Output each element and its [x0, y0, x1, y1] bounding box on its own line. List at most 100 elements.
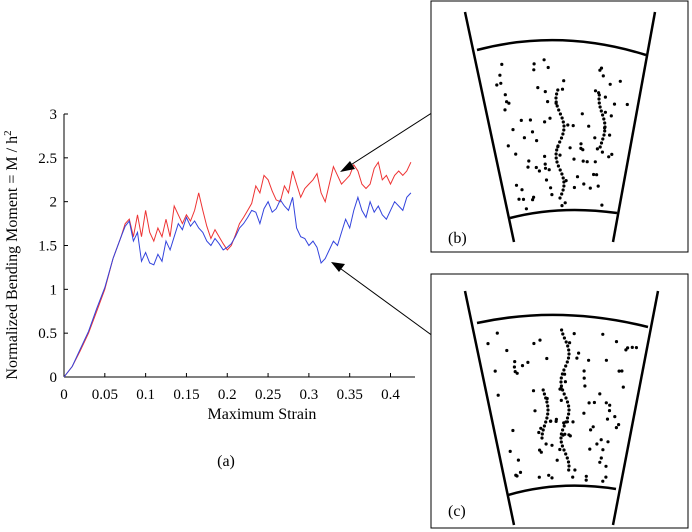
particle-dot — [608, 133, 612, 137]
particle-dot — [559, 432, 564, 436]
y-tick-label: 0.5 — [38, 326, 57, 342]
arrow-head-b — [340, 161, 355, 172]
particle-dot — [514, 152, 518, 156]
particle-dot — [503, 93, 507, 97]
x-tick-label: 0.2 — [218, 387, 237, 403]
particle-dot — [575, 356, 579, 360]
particle-dot — [562, 184, 566, 188]
particle-dot — [593, 136, 597, 140]
particle-dot — [599, 141, 604, 145]
particle-dot — [572, 332, 576, 336]
particle-dot — [496, 393, 500, 397]
x-tick-label: 0.15 — [173, 387, 199, 403]
particle-dot — [543, 154, 547, 158]
series-line-blue — [63, 192, 412, 378]
particle-dot — [555, 148, 559, 152]
particle-dot — [617, 369, 621, 373]
particle-dot — [511, 128, 515, 132]
particle-dot — [545, 416, 549, 420]
particle-dot — [562, 392, 566, 396]
particle-dot — [582, 376, 586, 380]
particle-dot — [562, 424, 566, 428]
particle-dot — [547, 168, 551, 172]
y-axis-title: Normalized Bending Moment = M / h2 — [2, 130, 21, 379]
particle-dot — [587, 401, 591, 405]
particle-dot — [562, 180, 566, 184]
particle-dot — [571, 124, 575, 128]
particle-dot — [564, 364, 568, 368]
particle-dot — [618, 79, 622, 83]
particle-dot — [568, 341, 572, 345]
particle-dot — [583, 384, 587, 388]
particle-dot — [505, 100, 509, 104]
particle-dot — [505, 348, 509, 353]
particle-dot — [518, 470, 523, 474]
particle-dot — [599, 438, 603, 442]
arrow-head-c — [331, 262, 345, 272]
particle-dot — [604, 401, 608, 405]
series-line-red — [63, 160, 412, 378]
particle-dot — [532, 195, 536, 199]
x-tick-label: 0 — [60, 387, 68, 403]
particle-dot — [547, 473, 551, 477]
particle-dot — [516, 458, 521, 462]
particle-dot — [521, 197, 526, 201]
particle-dot — [537, 169, 542, 173]
particle-dot — [493, 369, 497, 373]
particle-dot — [554, 100, 558, 104]
particle-dot — [522, 136, 527, 140]
particle-dot — [577, 351, 581, 355]
particle-dot — [584, 478, 588, 482]
particle-dot — [544, 442, 548, 446]
particle-dot — [624, 348, 628, 352]
particle-dot — [621, 385, 625, 389]
particle-dot — [604, 358, 609, 362]
particle-dot — [554, 419, 558, 423]
particle-dot — [571, 420, 575, 424]
particle-dot — [604, 464, 608, 468]
particle-dot — [565, 456, 569, 460]
particle-dot — [608, 82, 612, 86]
particle-dot — [620, 369, 624, 373]
particle-dot — [511, 428, 515, 433]
y-tick-label: 2 — [50, 195, 58, 211]
particle-dot — [567, 412, 571, 416]
particle-dot — [564, 420, 568, 424]
particle-dot — [567, 404, 571, 408]
particle-dot — [602, 117, 606, 121]
particle-dot — [575, 175, 580, 179]
particle-dot — [554, 96, 558, 100]
particle-dot — [517, 197, 521, 201]
particle-dot — [562, 128, 566, 132]
particle-dot — [603, 110, 608, 114]
particle-dot — [514, 473, 518, 477]
particle-dot — [566, 344, 570, 348]
particle-dot — [560, 116, 564, 120]
particle-dot — [592, 400, 597, 405]
particle-dot — [566, 123, 570, 127]
particle-dot — [556, 164, 561, 168]
particle-dot — [567, 433, 571, 437]
particle-dot — [543, 120, 547, 124]
particle-dot — [563, 201, 567, 205]
particle-dot — [550, 476, 554, 480]
particle-dot — [572, 157, 576, 161]
particle-dot — [587, 124, 591, 128]
tapered-boundary-left — [463, 11, 516, 243]
particle-dot — [532, 62, 536, 66]
x-tick-label: 0.3 — [300, 387, 319, 403]
particle-dot — [537, 475, 541, 479]
particle-dot — [537, 430, 541, 435]
particle-dot — [526, 165, 530, 169]
particle-dot — [587, 358, 591, 362]
y-tick-label: 3 — [50, 107, 58, 123]
particle-dot — [545, 356, 549, 361]
particle-dot — [545, 400, 549, 404]
particle-dot — [559, 376, 563, 380]
particle-dot — [520, 188, 524, 192]
particle-dot — [533, 409, 537, 413]
particle-dot — [530, 130, 535, 134]
y-tick-label: 1 — [50, 282, 58, 298]
particle-dot — [601, 479, 605, 483]
particle-dot — [602, 133, 606, 137]
